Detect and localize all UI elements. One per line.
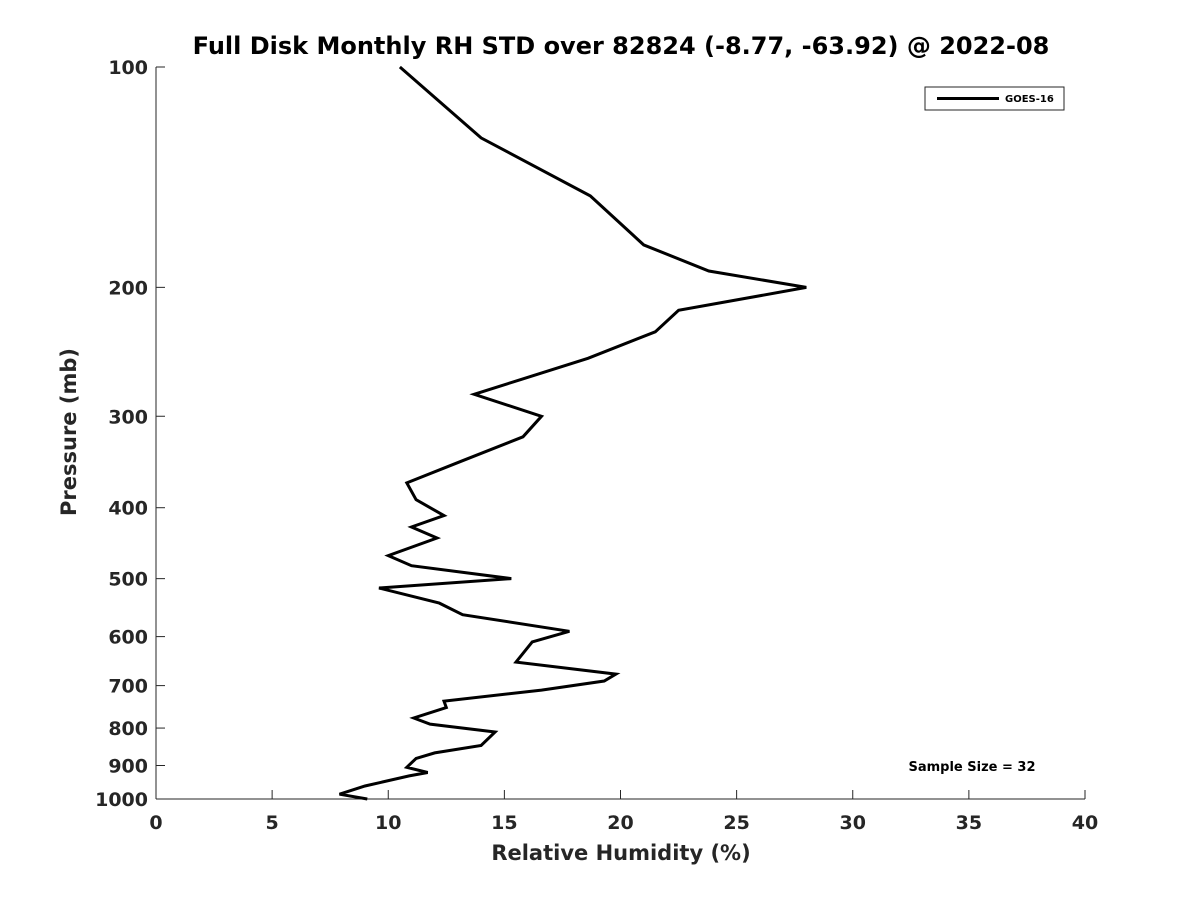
chart-title: Full Disk Monthly RH STD over 82824 (-8.… [193,32,1050,60]
x-tick-label: 0 [149,812,162,834]
legend-label: GOES-16 [1005,94,1054,105]
y-tick-label: 800 [108,718,148,740]
legend: GOES-16 [924,86,1065,111]
y-axis-label: Pressure (mb) [57,348,81,516]
y-tick-label: 1000 [95,789,148,811]
y-ticks: 100 200 300 400 500 600 700 800 900 1000 [95,57,165,811]
x-tick-label: 20 [607,812,633,834]
x-tick-label: 25 [723,812,749,834]
y-tick-label: 100 [108,57,148,79]
x-ticks: 0 5 10 15 20 25 30 35 40 [149,790,1098,834]
sample-size-annotation: Sample Size = 32 [908,760,1035,775]
y-tick-label: 200 [108,277,148,299]
y-tick-label: 600 [108,627,148,649]
y-tick-label: 300 [108,406,148,428]
y-tick-label: 900 [108,756,148,778]
x-tick-label: 5 [266,812,279,834]
x-tick-label: 30 [840,812,866,834]
x-tick-label: 35 [956,812,982,834]
y-tick-label: 500 [108,569,148,591]
series-line-goes-16 [339,65,807,801]
x-tick-label: 15 [491,812,517,834]
x-axis-label: Relative Humidity (%) [491,841,750,865]
series-layer [339,65,807,801]
y-tick-label: 400 [108,498,148,520]
y-tick-label: 700 [108,676,148,698]
axes [155,67,1085,800]
x-tick-label: 40 [1072,812,1098,834]
x-tick-label: 10 [375,812,401,834]
